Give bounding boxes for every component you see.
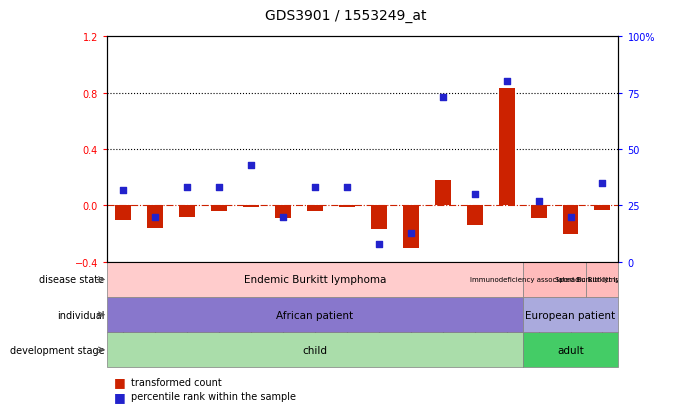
Bar <box>522 262 587 297</box>
Bar <box>243 206 259 207</box>
Bar <box>531 206 547 218</box>
Bar <box>587 262 618 297</box>
Text: disease state: disease state <box>39 275 104 285</box>
Bar <box>275 206 291 218</box>
Text: individual: individual <box>57 310 104 320</box>
Point <box>373 241 384 247</box>
Bar <box>107 262 522 297</box>
Text: Sporadic Burkitt lymphoma: Sporadic Burkitt lymphoma <box>555 277 650 283</box>
Text: transformed count: transformed count <box>131 377 222 387</box>
Bar <box>339 206 354 207</box>
Point <box>341 185 352 191</box>
Bar <box>522 297 618 332</box>
Text: GDS3901 / 1553249_at: GDS3901 / 1553249_at <box>265 9 426 23</box>
Bar <box>115 206 131 220</box>
Bar <box>435 180 451 206</box>
Bar <box>522 332 618 368</box>
Point <box>597 180 608 187</box>
Bar <box>403 206 419 248</box>
Bar <box>371 206 387 230</box>
Point <box>565 214 576 221</box>
Point <box>214 185 225 191</box>
Bar <box>107 332 522 368</box>
Point <box>182 185 193 191</box>
Bar <box>562 206 578 234</box>
Text: percentile rank within the sample: percentile rank within the sample <box>131 392 296 401</box>
Text: ■: ■ <box>114 390 126 403</box>
Bar <box>179 206 195 217</box>
Text: European patient: European patient <box>525 310 616 320</box>
Text: Endemic Burkitt lymphoma: Endemic Burkitt lymphoma <box>244 275 386 285</box>
Point <box>533 198 544 205</box>
Bar <box>107 297 522 332</box>
Bar <box>594 206 610 210</box>
Point <box>310 185 321 191</box>
Text: ■: ■ <box>114 375 126 389</box>
Text: Immunodeficiency associated Burkitt lymphoma: Immunodeficiency associated Burkitt lymp… <box>470 277 639 283</box>
Point <box>469 192 480 198</box>
Bar <box>466 206 482 225</box>
Text: African patient: African patient <box>276 310 353 320</box>
Point <box>149 214 160 221</box>
Text: adult: adult <box>557 345 584 355</box>
Bar <box>147 206 163 228</box>
Point <box>117 187 129 194</box>
Text: child: child <box>303 345 328 355</box>
Text: development stage: development stage <box>10 345 104 355</box>
Bar <box>499 89 515 206</box>
Point <box>245 162 256 169</box>
Bar <box>211 206 227 211</box>
Point <box>501 79 512 85</box>
Point <box>437 95 448 101</box>
Bar <box>307 206 323 211</box>
Point <box>405 230 416 236</box>
Point <box>277 214 288 221</box>
